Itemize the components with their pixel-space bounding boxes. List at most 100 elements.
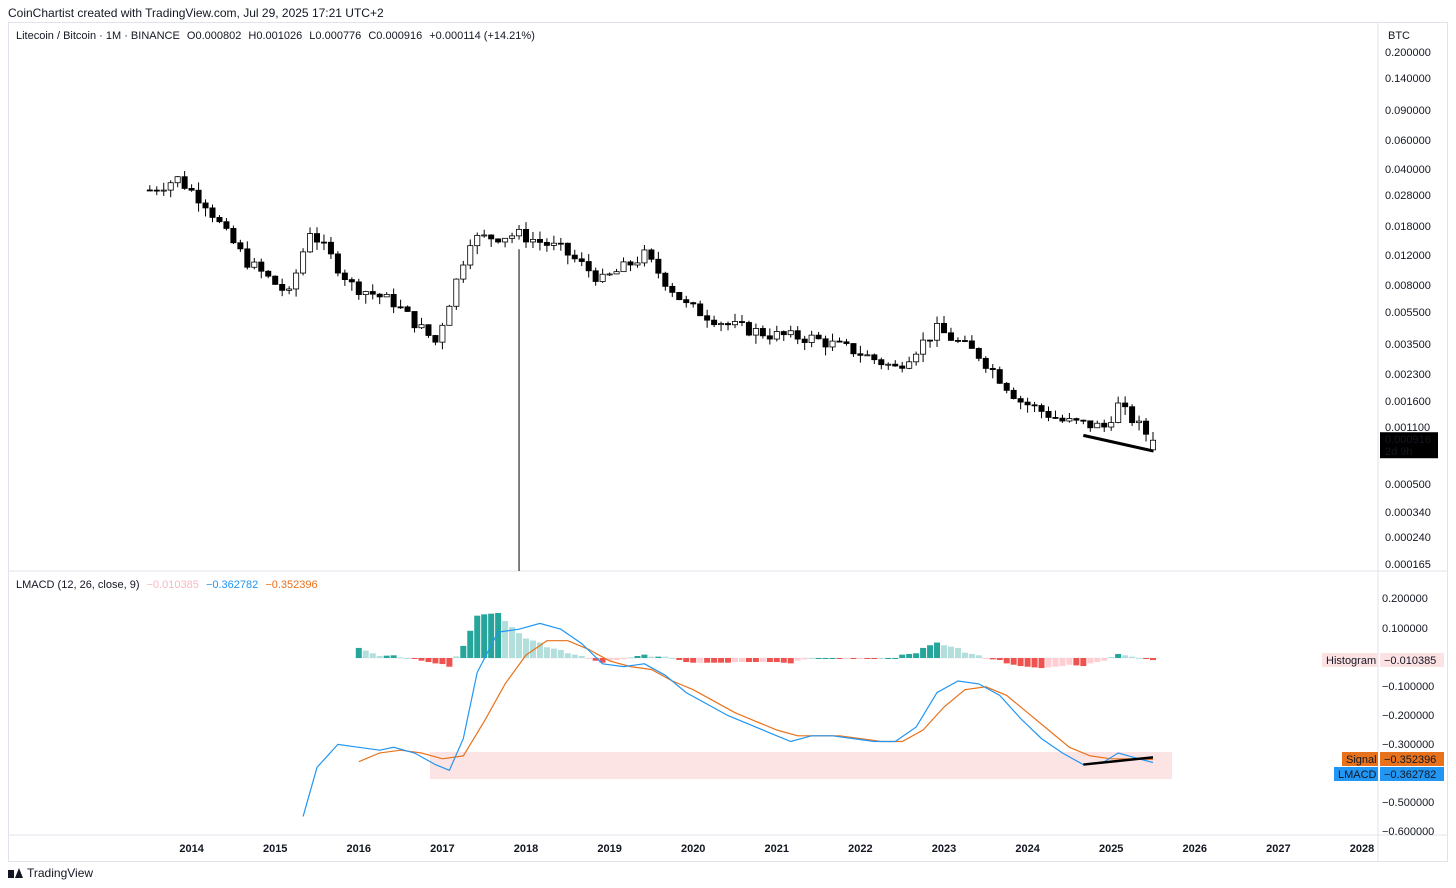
- candle: [683, 295, 690, 308]
- candle-body: [355, 281, 362, 295]
- candle-body: [934, 322, 941, 341]
- candle: [446, 304, 453, 326]
- time-axis-tick: 2020: [681, 843, 705, 855]
- candle-body: [982, 357, 989, 369]
- candle: [975, 347, 982, 362]
- candle-body: [153, 189, 160, 192]
- candle-body: [467, 245, 474, 266]
- candle-body: [418, 324, 425, 329]
- histogram-bar: [1066, 658, 1073, 665]
- histogram-bar: [934, 642, 941, 658]
- macd-axis-tick: −0.200000: [1382, 710, 1434, 722]
- candle-body: [453, 278, 460, 307]
- candle-body: [1031, 404, 1038, 407]
- candle-body: [397, 306, 404, 309]
- candle: [1038, 403, 1045, 419]
- histogram-bar: [906, 653, 913, 658]
- macd-axis-tick: 0.200000: [1382, 593, 1428, 605]
- time-axis-tick: 2026: [1183, 843, 1207, 855]
- time-axis-tick: 2022: [848, 843, 872, 855]
- price-axis-tick: 0.000500: [1385, 479, 1431, 491]
- candle-body: [871, 354, 878, 361]
- candle: [1059, 414, 1066, 423]
- candle: [676, 291, 683, 301]
- candle: [320, 234, 327, 251]
- price-axis-tick: 0.018000: [1385, 221, 1431, 233]
- candle-body: [968, 340, 975, 349]
- histogram-bar: [864, 658, 871, 659]
- macd-line-value: −0.362782: [205, 579, 259, 591]
- candle: [892, 360, 899, 367]
- price-axis-currency[interactable]: BTC: [1388, 30, 1410, 42]
- candle-body: [947, 332, 954, 341]
- candle: [920, 332, 927, 363]
- candle-body: [1010, 389, 1017, 399]
- candle-body: [509, 235, 516, 239]
- histogram-bar: [550, 648, 557, 658]
- histogram-bar: [780, 658, 787, 663]
- candle-body: [780, 331, 787, 336]
- candle: [1073, 417, 1080, 425]
- histogram-bar: [620, 658, 627, 660]
- candle-body: [592, 270, 599, 282]
- candle: [1080, 419, 1087, 425]
- macd-signal-value: −0.352396: [265, 579, 318, 591]
- histogram-bar: [411, 658, 418, 659]
- candle-body: [474, 234, 481, 247]
- candle-body: [516, 228, 523, 237]
- candle: [648, 248, 655, 263]
- histogram-bar: [1045, 658, 1052, 668]
- histogram-bar: [467, 630, 474, 658]
- change-value: +0.000114 (+14.21%): [429, 30, 535, 42]
- histogram-bar: [376, 655, 383, 658]
- candle-body: [766, 335, 773, 340]
- candle-body: [822, 338, 829, 348]
- histogram-bar: [1129, 656, 1136, 658]
- candle: [453, 278, 460, 310]
- candle-body: [787, 330, 794, 336]
- candle-body: [1024, 401, 1031, 406]
- candle-body: [690, 302, 697, 305]
- candle: [641, 244, 648, 267]
- candle: [1003, 382, 1010, 394]
- candle-body: [167, 182, 174, 191]
- histogram-bar: [425, 658, 432, 663]
- candle-body: [829, 340, 836, 348]
- candle: [989, 364, 996, 379]
- candle-body: [941, 322, 948, 334]
- candle-body: [369, 291, 376, 295]
- candle: [1031, 401, 1038, 412]
- histogram-bar: [536, 642, 543, 658]
- histogram-bar: [787, 658, 794, 664]
- candle: [697, 300, 704, 317]
- symbol-label[interactable]: Litecoin / Bitcoin · 1M · BINANCE: [16, 30, 180, 42]
- candle: [237, 239, 244, 252]
- candle-body: [662, 272, 669, 287]
- candle-body: [878, 359, 885, 366]
- histogram-bar: [975, 655, 982, 658]
- macd-axis-tick: −0.100000: [1382, 681, 1434, 693]
- price-axis-tick: 0.000240: [1385, 532, 1431, 544]
- histogram-bar: [439, 658, 446, 665]
- candle-body: [752, 328, 759, 336]
- histogram-bar: [662, 656, 669, 658]
- candle-body: [613, 271, 620, 275]
- candle: [1087, 420, 1094, 432]
- candle-body: [1059, 417, 1066, 422]
- candle-body: [327, 241, 334, 255]
- histogram-bar: [996, 658, 1003, 661]
- candle-body: [585, 261, 592, 272]
- candle-body: [1052, 417, 1059, 419]
- candle-body: [286, 288, 293, 291]
- macd-indicator-name[interactable]: LMACD (12, 26, close, 9): [16, 579, 140, 591]
- histogram-bar: [613, 658, 620, 661]
- candle-body: [237, 242, 244, 250]
- candle: [390, 288, 397, 314]
- candle-body: [906, 361, 913, 369]
- candle: [585, 254, 592, 278]
- candle-body: [460, 264, 467, 280]
- time-axis-tick: 2021: [765, 843, 789, 855]
- histogram-bar: [697, 658, 704, 663]
- candle-body: [599, 273, 606, 282]
